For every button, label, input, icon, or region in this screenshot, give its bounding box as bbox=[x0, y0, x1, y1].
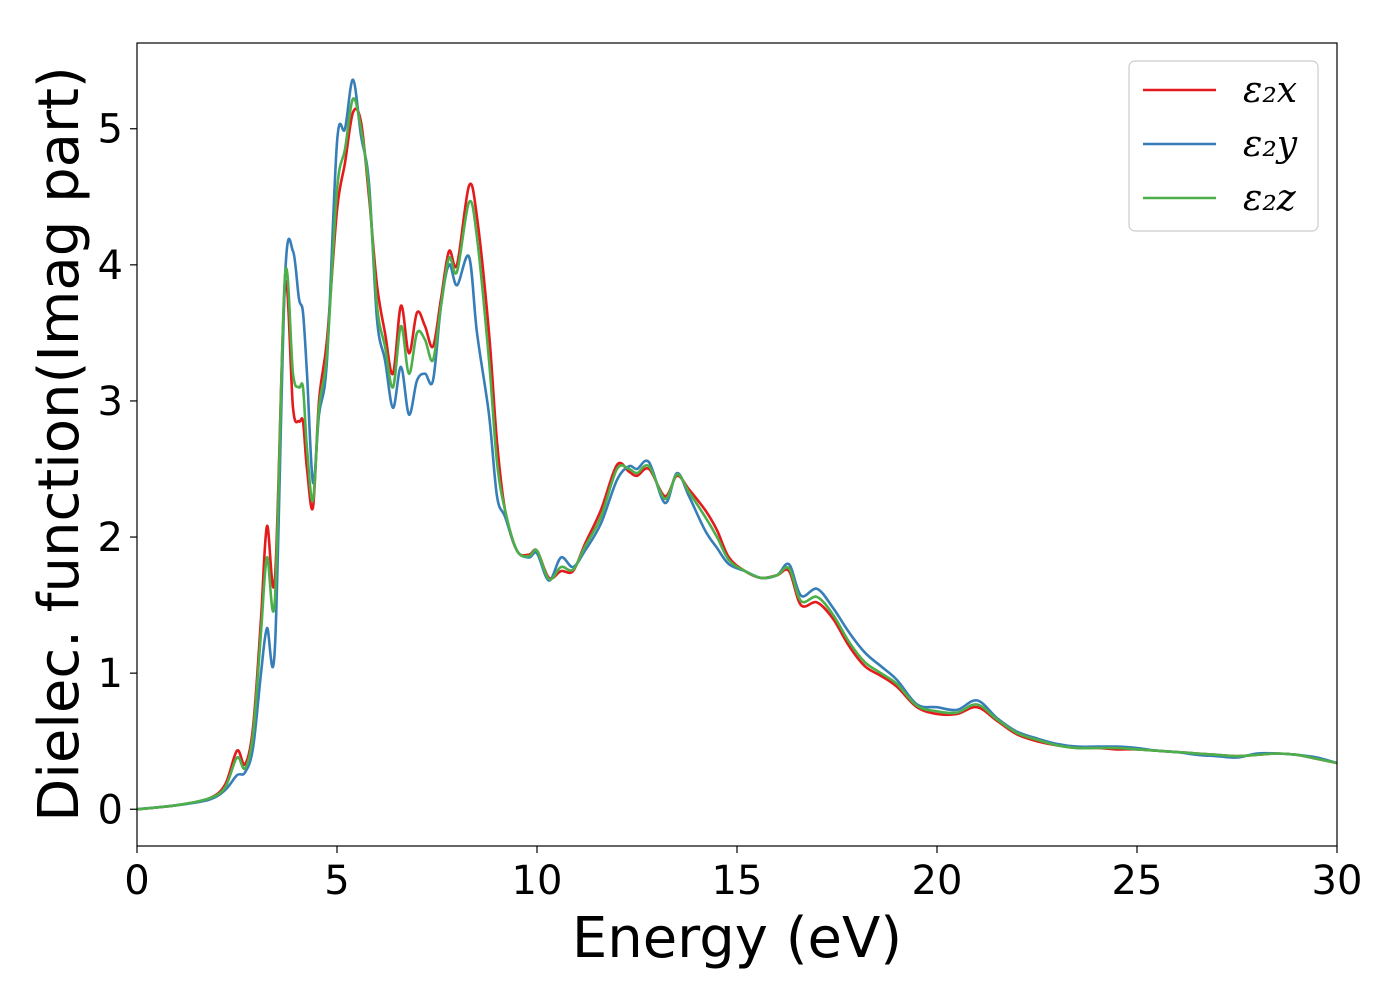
series-lines bbox=[136, 78, 1338, 811]
series-line-2 bbox=[136, 97, 1338, 811]
y-tick-label: 2 bbox=[98, 515, 123, 561]
legend-label: ε₂z bbox=[1243, 178, 1297, 219]
y-tick-label: 0 bbox=[98, 787, 123, 833]
y-axis-label: Dielec. function(Imag part) bbox=[27, 66, 92, 822]
x-tick-label: 20 bbox=[912, 858, 963, 904]
y-tick-label: 4 bbox=[98, 243, 123, 289]
y-tick-label: 5 bbox=[98, 107, 123, 153]
x-tick-label: 10 bbox=[512, 858, 563, 904]
legend-label: ε₂y bbox=[1243, 124, 1298, 165]
x-axis-ticks: 0 5 10 15 20 25 30 bbox=[124, 846, 1362, 904]
legend-box bbox=[1128, 60, 1319, 232]
y-axis-ticks: 0 1 2 3 4 5 bbox=[98, 107, 137, 833]
x-axis-label: Energy (eV) bbox=[572, 906, 902, 971]
legend-label: ε₂x bbox=[1243, 70, 1297, 111]
x-tick-label: 25 bbox=[1112, 858, 1163, 904]
x-tick-label: 5 bbox=[324, 858, 349, 904]
y-tick-label: 1 bbox=[98, 651, 123, 697]
x-tick-label: 30 bbox=[1312, 858, 1363, 904]
x-tick-label: 0 bbox=[124, 858, 149, 904]
y-tick-label: 3 bbox=[98, 379, 123, 425]
legend: ε₂x ε₂y ε₂z bbox=[1128, 60, 1319, 232]
legend-items: ε₂x ε₂y ε₂z bbox=[1143, 70, 1298, 219]
x-tick-label: 15 bbox=[712, 858, 763, 904]
